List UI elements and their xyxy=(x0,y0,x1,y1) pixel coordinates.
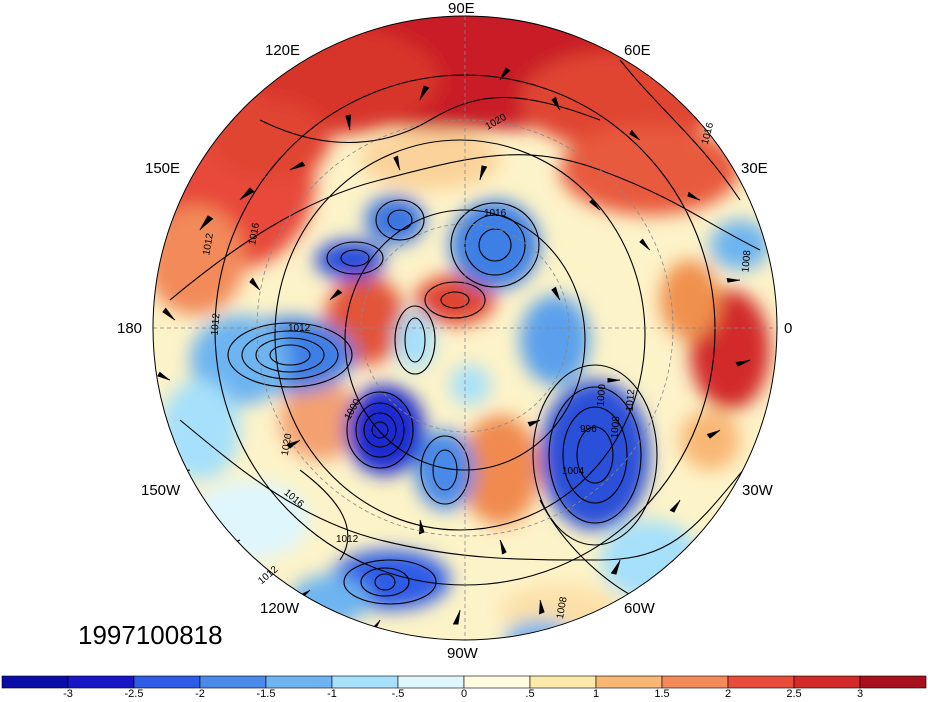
lon-label-120w: 120W xyxy=(260,600,300,617)
lon-label-90e: 90E xyxy=(448,0,475,17)
colorbar-swatch xyxy=(1,675,69,689)
colorbar-swatch xyxy=(133,675,201,689)
colorbar-tick-label: -3 xyxy=(63,688,73,700)
colorbar-swatch xyxy=(661,675,729,689)
colorbar-tick-label: -1 xyxy=(327,688,337,700)
lon-label-60e: 60E xyxy=(624,42,651,59)
anomaly-field xyxy=(153,16,777,640)
lon-label-0: 0 xyxy=(784,320,793,337)
contour-label: 1008 xyxy=(555,596,570,620)
colorbar-swatch xyxy=(595,675,663,689)
contour-label: 1016 xyxy=(247,222,262,246)
wind-barbs xyxy=(157,67,751,633)
colorbar-swatch xyxy=(397,675,465,689)
colorbar xyxy=(1,675,927,689)
colorbar-swatch xyxy=(67,675,135,689)
colorbar-swatch xyxy=(859,675,927,689)
graticule xyxy=(153,16,777,640)
colorbar-swatch xyxy=(199,675,267,689)
colorbar-tick-label: 1.5 xyxy=(654,688,670,700)
lon-label-90w: 90W xyxy=(447,645,478,662)
colorbar-swatch xyxy=(331,675,399,689)
colorbar-swatch xyxy=(529,675,597,689)
contour-label: 1012 xyxy=(210,312,223,336)
colorbar-tick-label: 3 xyxy=(856,688,864,700)
contour-label: 1012 xyxy=(624,388,637,412)
contour-label: 1012 xyxy=(201,232,216,256)
lon-label-150e: 150E xyxy=(145,160,181,177)
timestamp-label: 1997100818 xyxy=(78,620,223,650)
colorbar-swatch xyxy=(463,675,531,689)
contour-label: 1004 xyxy=(562,466,585,477)
lon-label-30e: 30E xyxy=(741,160,768,177)
colorbar-tick-label: .5 xyxy=(525,688,535,700)
contour-label: 1000 xyxy=(595,383,608,407)
colorbar-tick-label: 2 xyxy=(724,688,732,700)
colorbar-tick-label: -2 xyxy=(195,688,205,700)
contour-label: 1008 xyxy=(740,249,753,273)
colorbar-tick-label: 1 xyxy=(592,688,600,700)
lon-label-150w: 150W xyxy=(141,482,181,499)
lon-label-30w: 30W xyxy=(742,482,773,499)
contour-label: 1016 xyxy=(484,208,507,219)
map-boundary xyxy=(152,15,778,641)
colorbar-tick-label: 2.5 xyxy=(786,688,802,700)
lon-label-120e: 120E xyxy=(265,42,301,59)
colorbar-swatch xyxy=(265,675,333,689)
colorbar-swatch xyxy=(727,675,795,689)
contour-label: 996 xyxy=(580,424,597,435)
lon-label-180: 180 xyxy=(117,320,143,337)
contour-label: 1012 xyxy=(336,534,359,545)
colorbar-tick-label: -2.5 xyxy=(124,688,144,700)
colorbar-tick-label: 0 xyxy=(460,688,468,700)
contour-label: 1012 xyxy=(288,323,311,334)
colorbar-tick-label: -.5 xyxy=(391,688,405,700)
colorbar-swatch xyxy=(793,675,861,689)
colorbar-tick-label: -1.5 xyxy=(256,688,276,700)
contour-label: 1008 xyxy=(609,415,622,439)
lon-label-60w: 60W xyxy=(624,600,655,617)
contour-label: 1020 xyxy=(280,432,295,456)
